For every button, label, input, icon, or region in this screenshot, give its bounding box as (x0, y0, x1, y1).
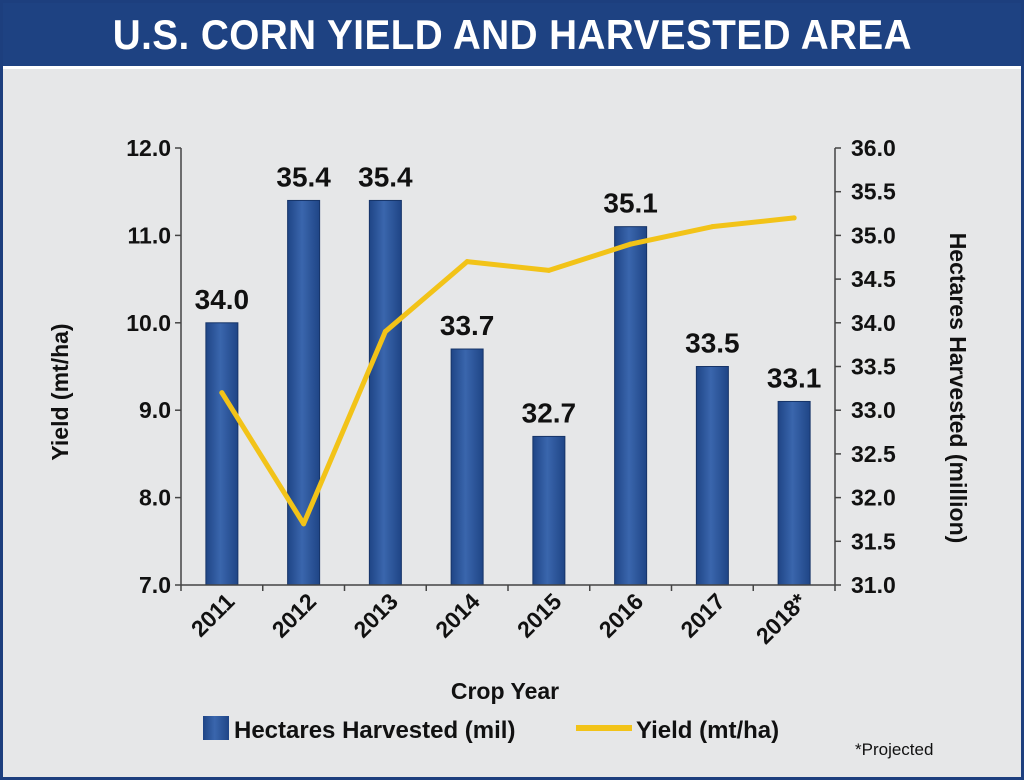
y-right-tick-label: 33.5 (851, 354, 896, 380)
bar-2018* (777, 400, 811, 586)
data-label-2017: 33.5 (685, 328, 740, 359)
y-left-tick-label: 9.0 (139, 397, 171, 423)
y-right-tick-label: 34.5 (851, 266, 896, 292)
legend: Hectares Harvested (mil) Yield (mt/ha) (203, 716, 779, 744)
yield-point-2014 (464, 259, 470, 265)
data-label-2016: 35.1 (603, 188, 658, 219)
data-label-2013: 35.4 (358, 161, 413, 192)
legend-label-bar: Hectares Harvested (mil) (234, 717, 515, 744)
y-right-tick-label: 31.5 (851, 528, 896, 554)
y-left-tick-label: 11.0 (128, 222, 172, 248)
data-label-2014: 33.7 (440, 310, 495, 341)
data-label-2011: 34.0 (195, 284, 250, 315)
y-left-tick-label: 7.0 (139, 572, 171, 598)
y-right-tick-label: 32.0 (851, 485, 896, 511)
x-tick-label-2011: 2011 (186, 588, 240, 642)
bar-2016 (614, 226, 648, 586)
yield-point-2011 (219, 390, 225, 396)
axes: 7.0 8.0 9.0 10.0 11.0 12.0 31.0 31.5 32.0 32.5 33.… (126, 135, 896, 649)
y-right-tick-label: 35.0 (851, 222, 896, 248)
bar-2011 (205, 322, 239, 586)
x-tick-label-2018*: 2018* (751, 588, 812, 649)
y-right-tick-label: 35.5 (851, 179, 896, 205)
y-left-tick-label: 8.0 (139, 485, 171, 511)
y-axis-right-title: Hectares Harvested (million) (945, 233, 971, 544)
y-right-tick-label: 31.0 (851, 572, 896, 598)
y-left-tick-label: 10.0 (126, 310, 171, 336)
x-tick-label-2014: 2014 (430, 588, 485, 643)
data-label-2018*: 33.1 (767, 362, 822, 393)
x-tick-label-2012: 2012 (267, 588, 322, 643)
bar-2015 (532, 435, 566, 586)
yield-line (219, 215, 797, 527)
bar-2013 (368, 199, 402, 586)
yield-point-2015 (546, 267, 552, 273)
yield-point-2012 (301, 521, 307, 527)
y-right-tick-label: 32.5 (851, 441, 896, 467)
y-left-tick-label: 12.0 (126, 135, 171, 161)
legend-swatch-bar (203, 716, 229, 740)
x-axis-title: Crop Year (451, 678, 559, 704)
bar-2017 (695, 366, 729, 586)
bar-2014 (450, 348, 484, 586)
yield-point-2017 (709, 224, 715, 230)
yield-point-2016 (628, 241, 634, 247)
line-series (219, 215, 797, 527)
x-tick-label-2013: 2013 (348, 588, 403, 643)
bar-2012 (287, 199, 321, 586)
bar-series (205, 199, 811, 586)
y-right-tick-label: 33.0 (851, 397, 896, 423)
x-tick-label-2015: 2015 (512, 588, 567, 643)
legend-label-line: Yield (mt/ha) (636, 717, 779, 744)
x-tick-label-2016: 2016 (594, 588, 649, 643)
chart-title: U.S. CORN YIELD AND HARVESTED AREA (112, 10, 912, 58)
data-label-2015: 32.7 (522, 397, 577, 428)
y-right-tick-label: 36.0 (851, 135, 896, 161)
y-axis-left-title: Yield (mt/ha) (47, 323, 73, 460)
data-labels: 34.0 35.4 35.4 33.7 32.7 35.1 33.5 33.1 (195, 161, 822, 428)
x-tick-label-2017: 2017 (675, 588, 730, 643)
yield-point-2018* (791, 215, 797, 221)
footnote: *Projected (855, 740, 933, 759)
data-label-2012: 35.4 (276, 161, 331, 192)
title-bar: U.S. CORN YIELD AND HARVESTED AREA (3, 3, 1021, 69)
yield-point-2013 (382, 329, 388, 335)
y-right-tick-label: 34.0 (851, 310, 896, 336)
